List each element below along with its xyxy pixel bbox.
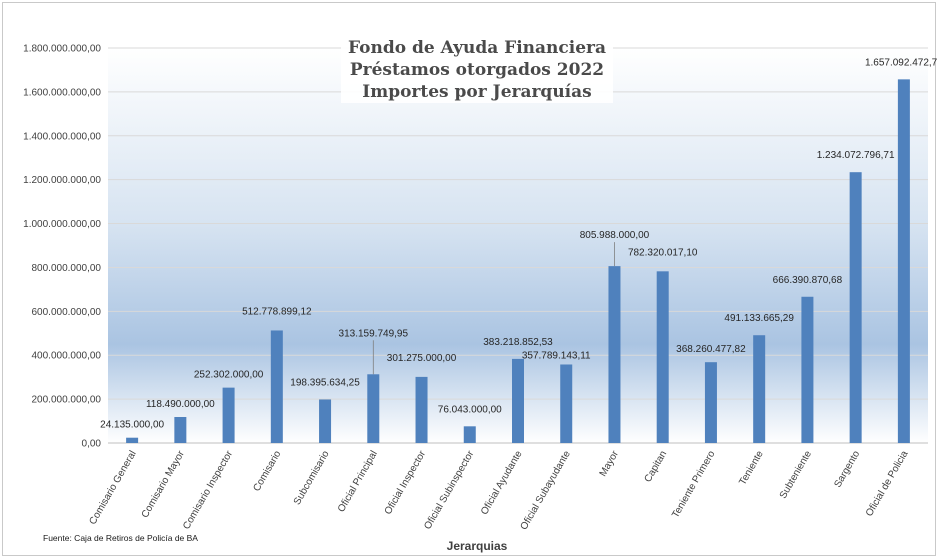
y-tick-label: 200.000.000,00 — [31, 395, 101, 406]
data-label: 198.395.634,25 — [290, 377, 360, 388]
y-tick-label: 600.000.000,00 — [31, 307, 101, 318]
data-label: 357.789.143,11 — [522, 350, 591, 361]
data-label: 118.490.000,00 — [146, 399, 215, 410]
bar — [560, 364, 573, 443]
data-label: 805.988.000,00 — [580, 230, 650, 241]
data-label: 301.275.000,00 — [387, 353, 457, 364]
data-label: 24.135.000,00 — [100, 420, 164, 431]
y-tick-label: 0,00 — [82, 439, 102, 450]
bars-group — [126, 79, 910, 443]
bar — [512, 358, 524, 443]
bar — [704, 362, 717, 443]
data-label: 76.043.000,00 — [438, 404, 502, 415]
x-tick-label: Subteniente — [778, 449, 814, 501]
bar — [415, 376, 428, 443]
data-label: 1.234.072.796,71 — [817, 150, 895, 161]
bar — [319, 399, 332, 443]
data-label: 383.218.852,53 — [483, 337, 553, 348]
x-tick-label: Capitan — [643, 449, 670, 484]
x-tick-label: Comisario Inspector — [181, 448, 235, 531]
bar-chart: 0,00 200.000.000,00 400.000.000,00 600.000.… — [23, 35, 937, 553]
y-tick-label: 1.200.000.000,00 — [23, 175, 101, 186]
y-tick-label: 1.400.000.000,00 — [23, 131, 101, 142]
bar — [608, 266, 621, 443]
x-tick-label: Comisario General — [88, 449, 139, 527]
bar — [656, 271, 669, 443]
x-axis-title: Jerarquias — [447, 539, 508, 553]
y-tick-label: 1.600.000.000,00 — [23, 87, 101, 98]
bar — [270, 330, 283, 443]
data-label: 368.260.477,82 — [676, 344, 746, 355]
data-label: 252.302.000,00 — [194, 370, 264, 381]
data-label: 666.390.870,68 — [773, 275, 843, 286]
x-tick-label: Oficial Subinspector — [422, 448, 476, 531]
bar — [367, 374, 380, 443]
x-tick-label: Oficial Subayudante — [519, 449, 573, 532]
title-line-1: Fondo de Ayuda Financiera — [348, 38, 606, 58]
bar — [174, 416, 187, 443]
y-tick-label: 1.800.000.000,00 — [23, 44, 101, 55]
x-tick-label: Comisario Mayor — [140, 448, 188, 520]
x-tick-label: Subcomisario — [292, 449, 332, 507]
y-tick-label: 800.000.000,00 — [31, 263, 101, 274]
x-tick-labels: Comisario General Comisario MayorComisari… — [88, 448, 911, 532]
x-tick-label: Oficial Ayudante — [479, 449, 525, 517]
title-background — [341, 35, 613, 103]
data-label: 782.320.017,10 — [628, 247, 698, 258]
bar — [849, 172, 862, 443]
x-tick-label: Teniente Primero — [670, 449, 718, 520]
chart-title: Fondo de Ayuda Financiera Préstamos otor… — [341, 35, 613, 103]
data-label: 1.657.092.472,73 — [865, 57, 937, 68]
data-label: 491.133.665,29 — [724, 313, 794, 324]
x-tick-label: Sargento — [832, 449, 862, 490]
source-note: Fuente: Caja de Retiros de Policía de BA — [43, 533, 198, 543]
bar — [753, 335, 766, 443]
bar — [126, 437, 139, 443]
x-tick-label: Oficial Principal — [336, 449, 380, 514]
y-tick-label: 400.000.000,00 — [31, 351, 101, 362]
bar — [222, 387, 235, 443]
bar — [801, 296, 814, 443]
y-tick-labels: 0,00 200.000.000,00 400.000.000,00 600.000.… — [23, 44, 101, 450]
y-tick-label: 1.000.000.000,00 — [23, 219, 101, 230]
x-tick-label: Oficial de Policia — [864, 449, 911, 519]
data-label: 313.159.749,95 — [339, 328, 409, 339]
bar — [463, 426, 476, 443]
title-line-2: Préstamos otorgados 2022 — [350, 60, 604, 80]
title-line-3: Importes por Jerarquías — [362, 82, 591, 102]
bar — [897, 79, 910, 443]
x-tick-label: Mayor — [598, 448, 622, 478]
x-tick-label: Teniente — [737, 449, 766, 488]
data-label: 512.778.899,12 — [242, 306, 312, 317]
x-tick-label: Comisario — [251, 449, 283, 494]
x-tick-label: Oficial Inspector — [383, 448, 429, 516]
data-labels: 24.135.000,00 118.490.000,00 252.302.000,0… — [100, 57, 937, 430]
